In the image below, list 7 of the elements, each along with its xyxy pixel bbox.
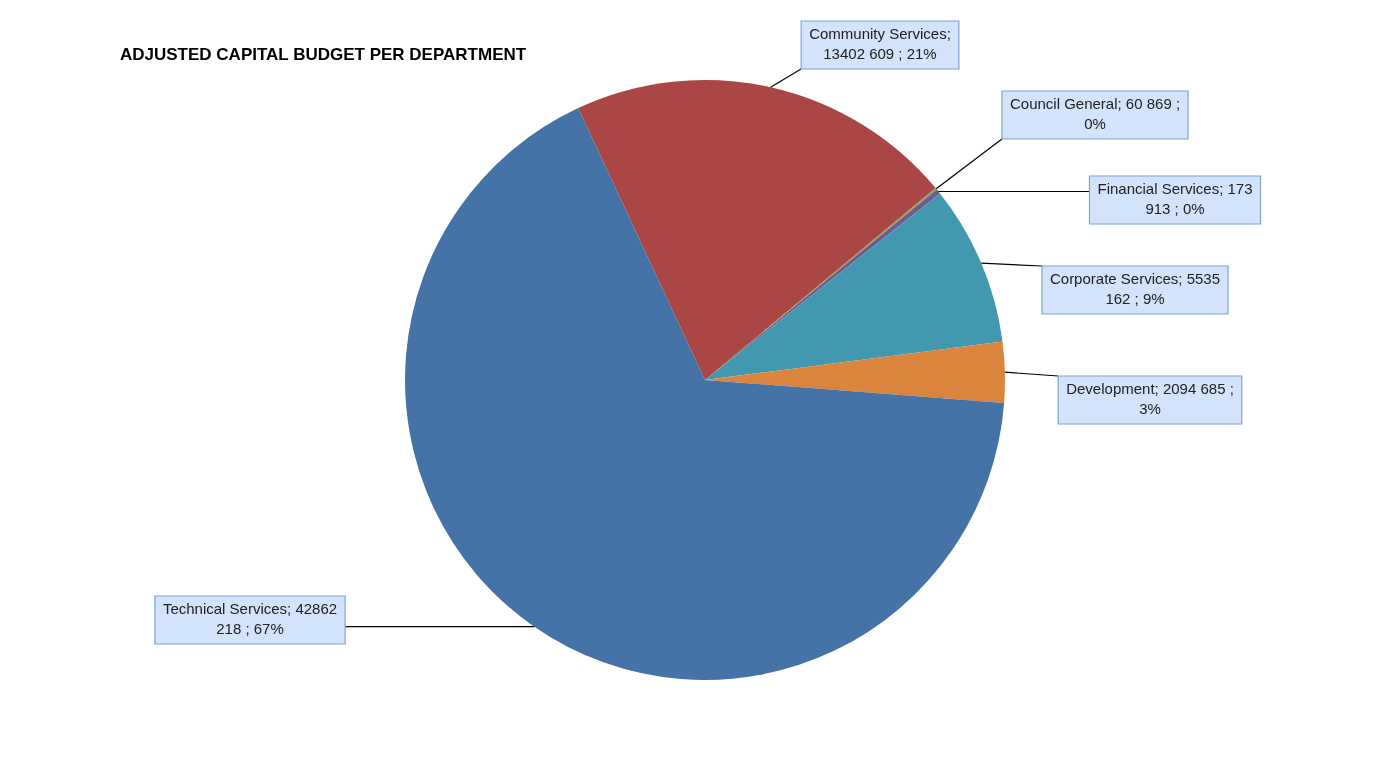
slice-label: Corporate Services; 5535 162 ; 9% xyxy=(1049,270,1221,308)
text: ADJUSTED CAPITAL BUDGET PER DEPARTMENT xyxy=(120,44,527,64)
slice-label: Development; 2094 685 ; 3% xyxy=(1066,380,1234,418)
slice-label: Council General; 60 869 ; 0% xyxy=(1009,95,1181,133)
slice-label: Financial Services; 173 913 ; 0% xyxy=(1097,180,1253,218)
slice-label: Community Services; 13402 609 ; 21% xyxy=(809,25,951,63)
slice-label: Technical Services; 42862 218 ; 67% xyxy=(162,600,338,638)
